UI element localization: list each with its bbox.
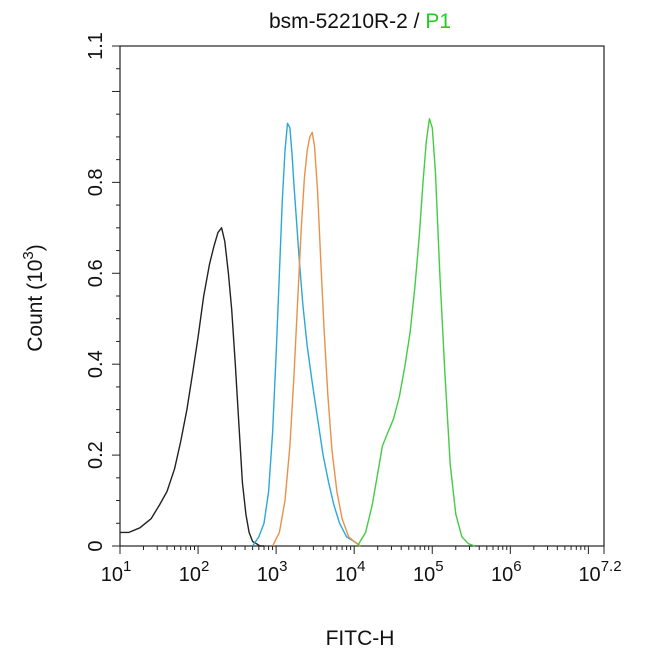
y-tick-label: 0.8 [85, 168, 107, 196]
y-axis-ticks [112, 45, 120, 547]
x-tick-label: 106 [491, 558, 522, 586]
y-tick-label: 1.1 [85, 32, 107, 60]
x-axis-tick-labels: 101 102 103 104 105 106 107.2 [101, 558, 622, 586]
histogram-curves [120, 117, 475, 547]
histogram-series-4 [356, 117, 475, 547]
chart-title-main: bsm-52210R-2 [269, 10, 408, 33]
y-axis-label-close: ) [24, 244, 47, 251]
x-axis-ticks [119, 546, 605, 554]
x-tick-label: 103 [257, 558, 288, 586]
y-axis-label: Count (103) [20, 244, 47, 352]
x-tick-label: 104 [335, 558, 366, 586]
chart-title: bsm-52210R-2 / P1 [269, 10, 451, 33]
y-tick-label: 0.4 [85, 350, 107, 378]
x-tick-label: 105 [413, 558, 444, 586]
x-tick-label: 101 [101, 558, 132, 586]
chart-title-gate: P1 [425, 10, 451, 33]
y-axis-label-main: Count (10 [24, 260, 47, 352]
plot-frame [119, 45, 605, 547]
histogram-series-2 [252, 122, 361, 547]
x-tick-label: 107.2 [578, 558, 621, 586]
y-tick-label: 0.2 [85, 441, 107, 469]
x-axis-label: FITC-H [326, 627, 395, 650]
histogram-series-1 [120, 227, 264, 547]
y-tick-label: 0.6 [85, 259, 107, 287]
y-axis-tick-labels: 0 0.2 0.4 0.6 0.8 1.1 [85, 32, 107, 551]
histogram-series-3 [271, 131, 361, 547]
x-tick-label: 102 [179, 558, 210, 586]
chart-title-separator: / [408, 10, 426, 33]
y-axis-label-exponent: 3 [20, 251, 37, 259]
y-tick-label: 0 [85, 540, 107, 551]
